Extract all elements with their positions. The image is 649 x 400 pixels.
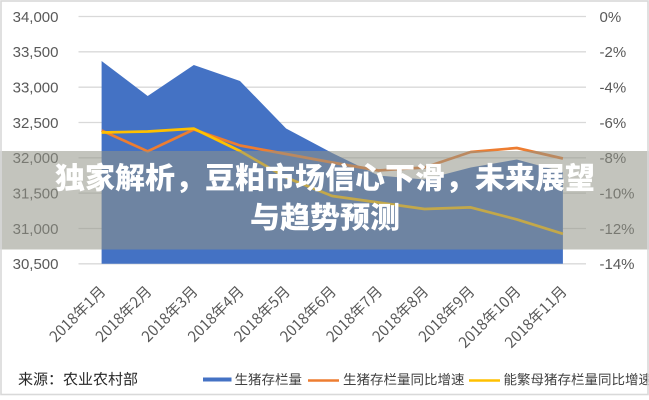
svg-text:-6%: -6% [600,115,627,132]
svg-text:33,000: 33,000 [13,80,59,97]
svg-text:-2%: -2% [600,44,627,61]
svg-text:30,500: 30,500 [13,256,59,273]
svg-text:0%: 0% [600,9,622,26]
svg-text:-14%: -14% [600,256,635,273]
svg-text:34,000: 34,000 [13,9,59,26]
svg-text:33,500: 33,500 [13,44,59,61]
svg-text:-4%: -4% [600,80,627,97]
svg-text:32,500: 32,500 [13,115,59,132]
